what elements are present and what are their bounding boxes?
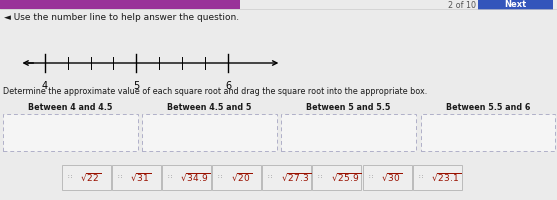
- Text: ∷: ∷: [318, 174, 323, 180]
- Bar: [421, 114, 555, 151]
- Text: $\sqrt{30}$: $\sqrt{30}$: [381, 172, 402, 183]
- Text: 4: 4: [42, 81, 47, 91]
- Text: $\sqrt{20}$: $\sqrt{20}$: [231, 172, 252, 183]
- FancyBboxPatch shape: [112, 165, 161, 190]
- Text: Next: Next: [505, 0, 527, 9]
- FancyBboxPatch shape: [413, 165, 462, 190]
- Text: Between 4.5 and 5: Between 4.5 and 5: [167, 103, 252, 112]
- Text: $\sqrt{31}$: $\sqrt{31}$: [130, 172, 152, 183]
- FancyBboxPatch shape: [363, 165, 412, 190]
- Text: ∷: ∷: [268, 174, 272, 180]
- FancyBboxPatch shape: [62, 165, 111, 190]
- FancyBboxPatch shape: [312, 165, 361, 190]
- Bar: [0, 0, 240, 9]
- Text: ∷: ∷: [118, 174, 122, 180]
- FancyBboxPatch shape: [262, 165, 311, 190]
- Text: 6: 6: [226, 81, 231, 91]
- Text: $\sqrt{25.9}$: $\sqrt{25.9}$: [331, 172, 361, 183]
- Text: $\sqrt{22}$: $\sqrt{22}$: [80, 172, 101, 183]
- Text: 5: 5: [133, 81, 140, 91]
- FancyBboxPatch shape: [478, 0, 553, 10]
- Text: ∷: ∷: [218, 174, 222, 180]
- Text: 2 of 10: 2 of 10: [448, 0, 476, 9]
- Text: ∷: ∷: [168, 174, 172, 180]
- Text: $\sqrt{34.9}$: $\sqrt{34.9}$: [180, 172, 211, 183]
- Text: ∷: ∷: [368, 174, 373, 180]
- Text: $\sqrt{23.1}$: $\sqrt{23.1}$: [431, 172, 461, 183]
- Bar: [3, 114, 138, 151]
- Text: ◄ Use the number line to help answer the question.: ◄ Use the number line to help answer the…: [4, 13, 240, 22]
- Text: Determine the approximate value of each square root and drag the square root int: Determine the approximate value of each …: [3, 87, 427, 96]
- Text: Between 5 and 5.5: Between 5 and 5.5: [306, 103, 391, 112]
- FancyBboxPatch shape: [212, 165, 261, 190]
- FancyBboxPatch shape: [162, 165, 211, 190]
- Text: ∷: ∷: [67, 174, 72, 180]
- Bar: [281, 114, 416, 151]
- Text: Between 5.5 and 6: Between 5.5 and 6: [446, 103, 530, 112]
- Text: $\sqrt{27.3}$: $\sqrt{27.3}$: [281, 172, 311, 183]
- Bar: [142, 114, 277, 151]
- Text: Between 4 and 4.5: Between 4 and 4.5: [28, 103, 113, 112]
- Text: ∷: ∷: [418, 174, 423, 180]
